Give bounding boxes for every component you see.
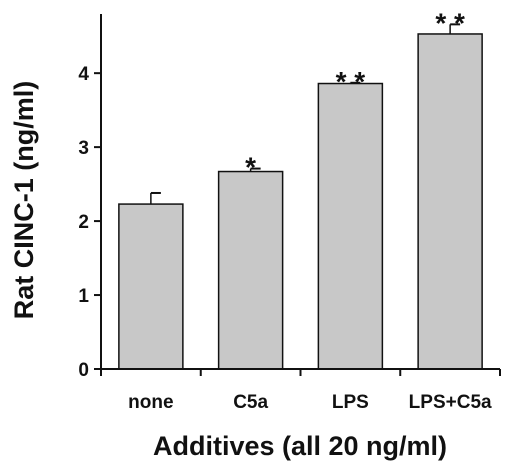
- x-tick-label-4: LPS+C5a: [409, 392, 492, 413]
- y-tick-label-2: 2: [78, 212, 89, 233]
- y-tick-label-1: 1: [78, 286, 89, 307]
- significance-mark-4: * *: [435, 7, 465, 38]
- error-bars-group: [150, 23, 461, 205]
- x-axis: none C5a LPS LPS+C5a: [100, 368, 501, 413]
- y-tick-label-4: 4: [78, 64, 89, 85]
- bar-1: [118, 203, 184, 370]
- bar-2: [217, 170, 284, 370]
- significance-mark-2: *: [245, 152, 256, 183]
- significance-group: * * * * *: [245, 7, 465, 182]
- bar-3: [317, 82, 384, 370]
- y-tick-label-0: 0: [78, 360, 89, 381]
- y-axis-title: Rat CINC-1 (ng/ml): [9, 81, 39, 320]
- x-axis-title: Additives (all 20 ng/ml): [153, 431, 447, 461]
- bar-4: [417, 33, 483, 370]
- y-tick-label-3: 3: [78, 138, 89, 159]
- x-tick-label-3: LPS: [332, 392, 369, 413]
- bars-group: [118, 33, 483, 370]
- significance-mark-3: * *: [336, 66, 366, 97]
- x-tick-label-1: none: [128, 392, 173, 413]
- x-tick-label-2: C5a: [233, 392, 268, 413]
- y-axis: 0 1 2 3 4: [78, 14, 102, 381]
